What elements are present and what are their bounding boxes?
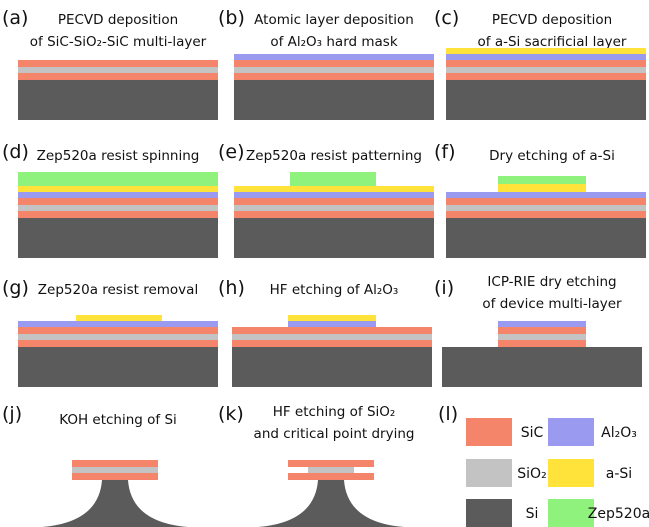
caption: HF etching of Al₂O₃: [270, 282, 399, 298]
panel-label: (i): [434, 277, 454, 299]
legend-entry: Al₂O₃: [601, 425, 637, 441]
layer-stack: [258, 460, 404, 527]
caption: of device multi-layer: [482, 296, 622, 312]
legend-swatch: [466, 459, 512, 487]
caption: PECVD deposition: [492, 12, 612, 28]
caption: KOH etching of Si: [59, 412, 177, 428]
caption: of Al₂O₃ hard mask: [270, 34, 397, 50]
legend-swatch: [466, 499, 512, 527]
panel-label: (a): [2, 7, 28, 29]
caption: PECVD deposition: [58, 12, 178, 28]
layer-stack: [234, 172, 434, 258]
legend-swatch: [466, 418, 512, 446]
legend: (l) SiC Al₂O₃ SiO₂ a-Si Si Zep520a: [438, 403, 649, 527]
legend-entry: a-Si: [606, 466, 632, 482]
panel-label: (k): [218, 403, 244, 425]
panel-label: (f): [434, 141, 456, 163]
layer-stack: [234, 54, 434, 120]
legend-entry: SiO₂: [517, 466, 546, 482]
caption: of SiC-SiO₂-SiC multi-layer: [30, 34, 207, 50]
panel-label: (d): [2, 141, 29, 163]
legend-swatch: [548, 459, 594, 487]
caption: and critical point drying: [254, 426, 415, 442]
layer-stack: [18, 315, 218, 387]
caption: Zep520a resist patterning: [246, 148, 422, 164]
legend-entry: Zep520a: [588, 506, 649, 522]
panel-label: (h): [218, 277, 245, 299]
panel-label: (c): [434, 7, 459, 29]
layer-stack: [446, 176, 646, 258]
caption: Zep520a resist removal: [38, 282, 198, 298]
layer-stack: [18, 60, 218, 120]
layer-stack: [18, 172, 218, 258]
panel-label: (l): [438, 403, 458, 425]
caption: Dry etching of a-Si: [489, 148, 615, 164]
layer-stack: [446, 48, 646, 120]
legend-swatch: [548, 418, 594, 446]
caption: HF etching of SiO₂: [273, 404, 396, 420]
caption: Zep520a resist spinning: [37, 148, 200, 164]
caption: Atomic layer deposition: [254, 12, 414, 28]
legend-entry: SiC: [521, 425, 544, 441]
panel-label: (e): [218, 141, 245, 163]
panel-label: (j): [2, 403, 22, 425]
caption: ICP-RIE dry etching: [487, 274, 616, 290]
layer-stack: [442, 321, 642, 387]
legend-entry: Si: [526, 506, 539, 522]
caption: of a-Si sacrificial layer: [478, 34, 627, 50]
panel-label: (g): [2, 277, 29, 299]
diagram: (a) PECVD deposition of SiC-SiO₂-SiC mul…: [0, 0, 649, 527]
layer-stack: [232, 315, 432, 387]
layer-stack: [42, 460, 188, 527]
panel-label: (b): [218, 7, 245, 29]
